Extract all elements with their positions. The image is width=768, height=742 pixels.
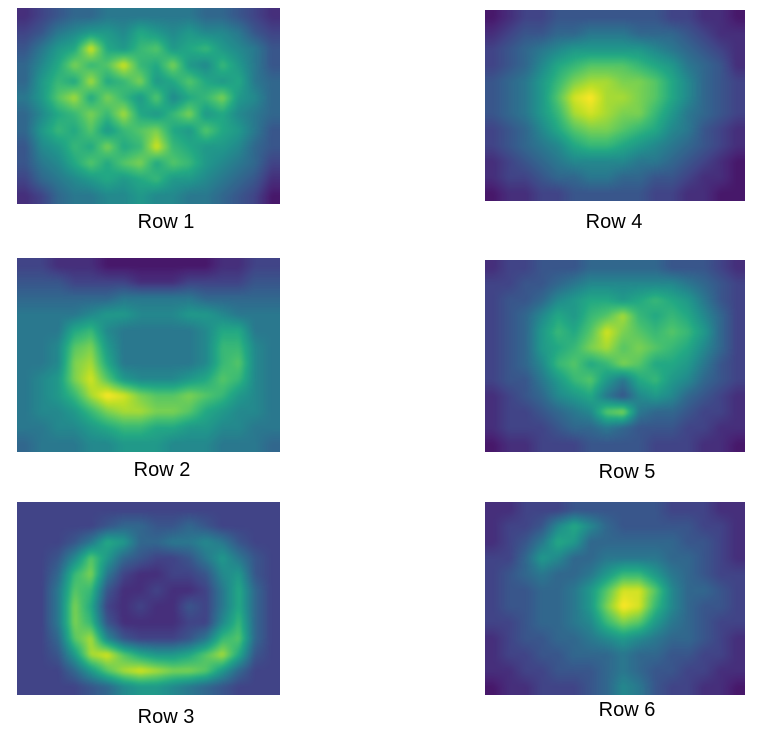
heatmap-image-row-3: [17, 502, 280, 695]
heatmap-panel-row-6: [485, 502, 745, 695]
heatmap-image-row-5: [485, 260, 745, 452]
heatmap-panel-row-3: [17, 502, 280, 695]
heatmap-panel-row-2: [17, 258, 280, 452]
heatmap-panel-row-5: [485, 260, 745, 452]
heatmap-image-row-4: [485, 10, 745, 201]
caption-row-4: Row 4: [585, 211, 643, 233]
heatmap-panel-row-4: [485, 10, 745, 201]
caption-row-5: Row 5: [598, 461, 656, 483]
caption-row-1: Row 1: [137, 211, 195, 233]
heatmap-image-row-6: [485, 502, 745, 695]
caption-row-6: Row 6: [598, 699, 656, 721]
heatmap-image-row-2: [17, 258, 280, 452]
heatmap-image-row-1: [17, 8, 280, 204]
caption-row-3: Row 3: [137, 706, 195, 728]
heatmap-panel-row-1: [17, 8, 280, 204]
caption-row-2: Row 2: [133, 459, 191, 481]
